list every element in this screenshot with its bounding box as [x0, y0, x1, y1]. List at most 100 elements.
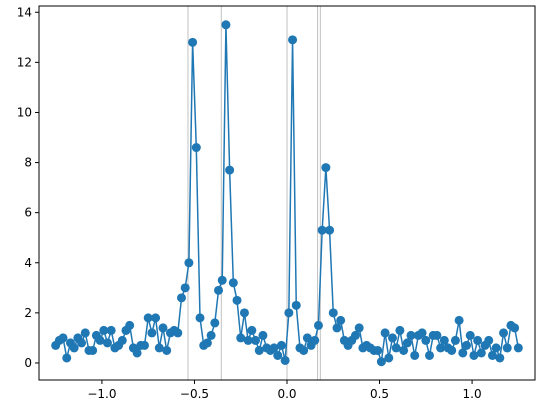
data-point — [325, 225, 335, 235]
data-point — [317, 225, 327, 235]
data-point — [391, 343, 401, 353]
data-point — [147, 328, 157, 338]
data-point — [410, 350, 420, 360]
data-point — [354, 323, 364, 333]
data-point — [439, 335, 449, 345]
data-point — [417, 328, 427, 338]
data-point — [269, 343, 279, 353]
data-point — [380, 328, 390, 338]
data-point — [436, 343, 446, 353]
data-point — [102, 338, 112, 348]
data-point — [191, 143, 201, 153]
data-point — [328, 308, 338, 318]
data-point — [125, 320, 135, 330]
data-point — [151, 313, 161, 323]
data-point — [158, 323, 168, 333]
data-point — [491, 343, 501, 353]
data-point — [62, 353, 72, 363]
data-point — [454, 315, 464, 325]
x-tick-label: 0.0 — [277, 387, 296, 401]
data-point — [276, 340, 286, 350]
data-point — [384, 353, 394, 363]
data-point — [214, 285, 224, 295]
data-point — [273, 350, 283, 360]
data-point — [280, 355, 290, 365]
data-point — [69, 343, 79, 353]
data-point — [299, 345, 309, 355]
data-point — [217, 275, 227, 285]
data-point — [162, 345, 172, 355]
x-tick-label: −1.0 — [87, 387, 116, 401]
data-point — [510, 323, 520, 333]
data-point — [88, 345, 98, 355]
data-point — [258, 330, 268, 340]
data-point — [499, 328, 509, 338]
data-point — [376, 357, 386, 367]
data-point — [117, 335, 127, 345]
y-tick-label: 14 — [17, 5, 32, 19]
data-point — [95, 335, 105, 345]
x-tick-label: 0.5 — [370, 387, 389, 401]
y-tick-label: 0 — [24, 356, 32, 370]
data-point — [469, 350, 479, 360]
x-tick-label: −0.5 — [180, 387, 209, 401]
series-layer — [51, 20, 523, 367]
data-point — [302, 333, 312, 343]
data-point — [251, 335, 261, 345]
data-point — [288, 35, 298, 45]
data-point — [332, 323, 342, 333]
data-point — [484, 335, 494, 345]
reference-lines — [187, 6, 321, 380]
data-point — [221, 20, 231, 30]
data-point — [254, 345, 264, 355]
data-point — [447, 345, 457, 355]
data-point — [195, 313, 205, 323]
data-point — [284, 308, 294, 318]
data-point — [206, 330, 216, 340]
data-point — [239, 308, 249, 318]
data-point — [495, 353, 505, 363]
x-axis-ticks: −1.0 −0.5 0.0 0.5 1.0 — [87, 380, 482, 401]
data-point — [143, 313, 153, 323]
data-point — [236, 333, 246, 343]
data-point — [225, 165, 235, 175]
data-point — [132, 348, 142, 358]
data-point — [77, 338, 87, 348]
data-point — [232, 295, 242, 305]
y-axis-ticks: 0 2 4 6 8 10 12 14 — [17, 5, 39, 370]
data-point — [99, 325, 109, 335]
data-point — [425, 350, 435, 360]
data-point — [154, 343, 164, 353]
data-point — [458, 348, 468, 358]
data-point — [106, 325, 116, 335]
data-point — [139, 340, 149, 350]
data-point — [202, 338, 212, 348]
y-tick-label: 2 — [24, 306, 32, 320]
data-point — [321, 163, 331, 173]
data-point — [173, 328, 183, 338]
x-tick-label: 1.0 — [463, 387, 482, 401]
data-point — [465, 330, 475, 340]
data-point — [228, 278, 238, 288]
data-point — [402, 338, 412, 348]
data-point — [336, 315, 346, 325]
data-point — [450, 335, 460, 345]
data-point — [350, 330, 360, 340]
data-point — [462, 340, 472, 350]
data-point — [291, 300, 301, 310]
data-point — [210, 318, 220, 328]
data-point — [247, 325, 257, 335]
data-point — [487, 350, 497, 360]
data-point — [243, 335, 253, 345]
data-point — [188, 37, 198, 47]
data-point — [80, 328, 90, 338]
data-point — [399, 345, 409, 355]
data-point — [421, 335, 431, 345]
data-point — [473, 335, 483, 345]
data-point — [395, 325, 405, 335]
y-tick-label: 4 — [24, 256, 32, 270]
data-point — [502, 343, 512, 353]
data-point — [476, 348, 486, 358]
data-point — [432, 330, 442, 340]
